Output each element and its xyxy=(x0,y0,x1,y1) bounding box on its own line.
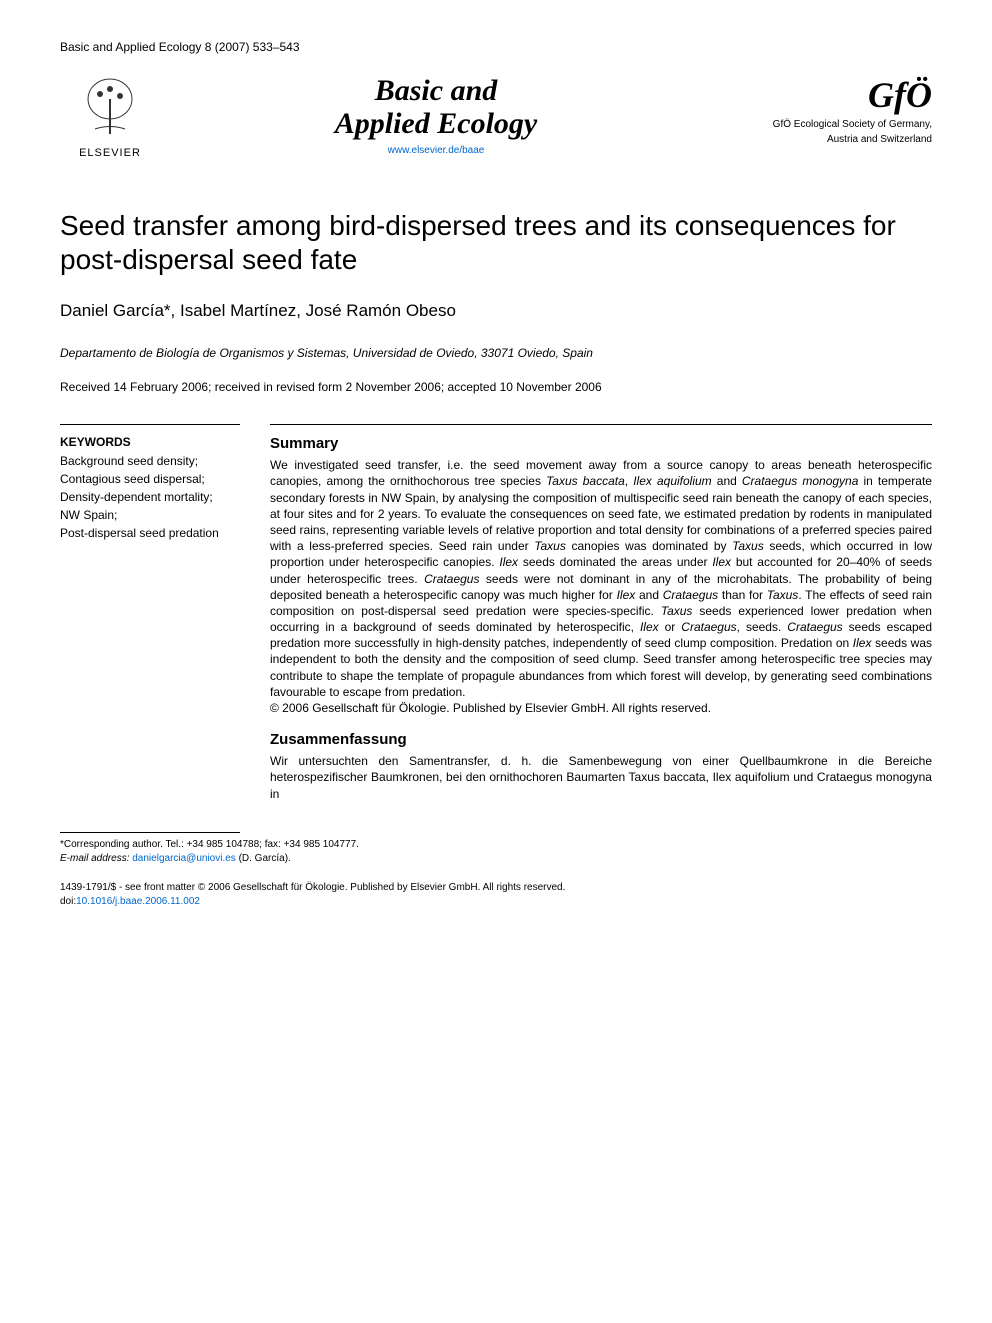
doi-label: doi: xyxy=(60,896,76,907)
gfo-logo: GfÖ xyxy=(712,74,932,116)
abstract-block: Summary We investigated seed transfer, i… xyxy=(270,424,932,802)
email-author: (D. García). xyxy=(239,853,291,864)
header-row: ELSEVIER Basic and Applied Ecology www.e… xyxy=(60,74,932,159)
email-label: E-mail address: xyxy=(60,853,129,864)
content-row: KEYWORDS Background seed density; Contag… xyxy=(60,424,932,802)
gfo-block: GfÖ GfÖ Ecological Society of Germany, A… xyxy=(712,74,932,146)
affiliation: Departamento de Biología de Organismos y… xyxy=(60,346,932,360)
journal-header: Basic and Applied Ecology 8 (2007) 533–5… xyxy=(60,40,932,54)
zusammenfassung-text: Wir untersuchten den Samentransfer, d. h… xyxy=(270,753,932,802)
issn-line: 1439-1791/$ - see front matter © 2006 Ge… xyxy=(60,881,932,895)
authors: Daniel García*, Isabel Martínez, José Ra… xyxy=(60,301,932,321)
article-dates: Received 14 February 2006; received in r… xyxy=(60,380,932,394)
email-link[interactable]: danielgarcia@uniovi.es xyxy=(132,853,236,864)
zusammenfassung-heading: Zusammenfassung xyxy=(270,731,932,748)
corresponding-author: *Corresponding author. Tel.: +34 985 104… xyxy=(60,838,932,852)
copyright-line: © 2006 Gesellschaft für Ökologie. Publis… xyxy=(270,701,711,715)
footnote-separator xyxy=(60,832,240,833)
journal-url[interactable]: www.elsevier.de/baae xyxy=(160,145,712,156)
gfo-subtitle-2: Austria and Switzerland xyxy=(712,133,932,146)
journal-title-line1: Basic and xyxy=(160,74,712,107)
bottom-info: 1439-1791/$ - see front matter © 2006 Ge… xyxy=(60,881,932,909)
keywords-box: KEYWORDS Background seed density; Contag… xyxy=(60,424,240,802)
elsevier-label: ELSEVIER xyxy=(79,147,141,159)
summary-text: We investigated seed transfer, i.e. the … xyxy=(270,457,932,716)
summary-heading: Summary xyxy=(270,435,932,452)
doi-link[interactable]: 10.1016/j.baae.2006.11.002 xyxy=(76,896,200,907)
article-title: Seed transfer among bird-dispersed trees… xyxy=(60,209,932,276)
footnote: *Corresponding author. Tel.: +34 985 104… xyxy=(60,838,932,866)
journal-title-block: Basic and Applied Ecology www.elsevier.d… xyxy=(160,74,712,156)
keywords-list: Background seed density; Contagious seed… xyxy=(60,452,240,542)
elsevier-tree-icon xyxy=(75,74,145,144)
keywords-heading: KEYWORDS xyxy=(60,435,240,449)
journal-title-line2: Applied Ecology xyxy=(160,107,712,140)
elsevier-logo: ELSEVIER xyxy=(60,74,160,159)
gfo-subtitle-1: GfÖ Ecological Society of Germany, xyxy=(712,118,932,131)
